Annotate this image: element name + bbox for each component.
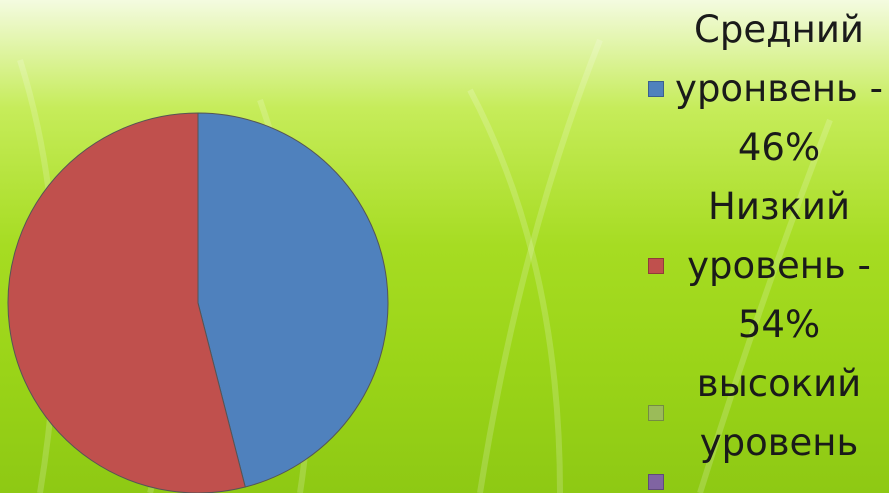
legend-marker [648,405,664,421]
legend-entry: высокий уровень [648,354,889,472]
slide: Средний уронвень - 46%Низкий уровень - 5… [0,0,889,493]
legend-marker [648,474,664,490]
legend-label: Низкий уровень - 54% [668,177,889,354]
legend-marker [648,258,664,274]
legend: Средний уронвень - 46%Низкий уровень - 5… [640,0,889,493]
legend-label: Средний уронвень - 46% [668,0,889,177]
legend-marker [648,81,664,97]
legend-entry: Низкий уровень - 54% [648,177,889,354]
pie-chart [0,0,640,493]
legend-entry [648,474,668,490]
legend-label: высокий уровень [668,354,889,472]
legend-entry: Средний уронвень - 46% [648,0,889,177]
